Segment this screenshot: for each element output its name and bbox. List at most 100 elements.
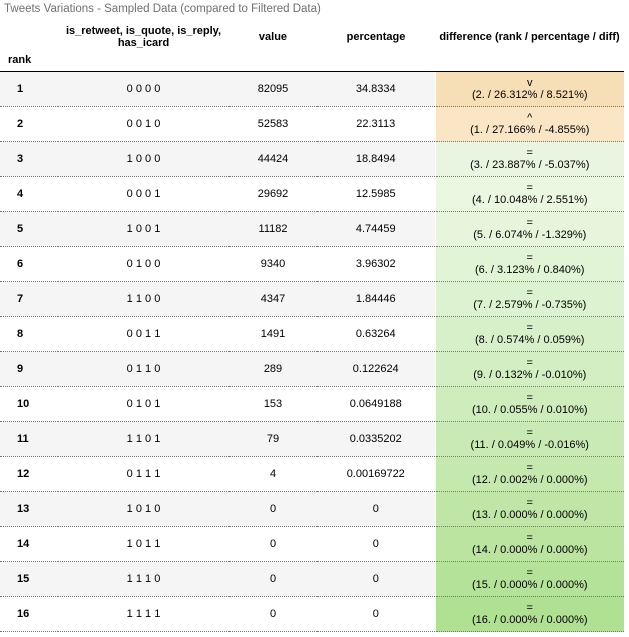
difference-text: (7. / 2.579% / -0.735%) [473, 299, 587, 311]
cell-difference: = (14. / 0.000% / 0.000%) [434, 526, 624, 562]
cell-percentage: 0 [317, 561, 435, 597]
difference-text: (14. / 0.000% / 0.000%) [471, 544, 588, 556]
row-rank: 15 [0, 561, 58, 597]
cell-difference: = (5. / 6.074% / -1.329%) [434, 211, 624, 247]
rank-change-indicator: = [526, 182, 533, 194]
table-row: 16 1 1 1 1 0 0 = (16. / 0.000% / 0.000%) [0, 596, 624, 632]
cell-combo: 1 0 0 0 [58, 141, 229, 177]
rank-change-indicator: = [526, 322, 533, 334]
cell-difference: = (13. / 0.000% / 0.000%) [434, 491, 624, 527]
difference-text: (9. / 0.132% / -0.010%) [473, 369, 587, 381]
variations-table: is_retweet, is_quote, is_reply, has_icar… [0, 25, 624, 632]
row-rank: 9 [0, 351, 58, 387]
difference-text: (11. / 0.049% / -0.016%) [470, 439, 589, 451]
cell-value: 4 [229, 456, 317, 492]
cell-percentage: 0.63264 [317, 316, 435, 352]
table-row: 12 0 1 1 1 4 0.00169722 = (12. / 0.002% / 0.0… [0, 456, 624, 492]
rank-change-indicator: = [526, 252, 533, 264]
cell-difference: v (2. / 26.312% / 8.521%) [434, 71, 624, 107]
cell-value: 0 [229, 526, 317, 562]
difference-text: (10. / 0.055% / 0.010%) [471, 404, 588, 416]
table-caption: Tweets Variations - Sampled Data (compar… [4, 3, 321, 15]
cell-combo: 0 1 0 0 [58, 246, 229, 282]
cell-percentage: 12.5985 [317, 176, 435, 212]
row-rank: 4 [0, 176, 58, 212]
cell-combo: 0 0 1 0 [58, 106, 229, 142]
cell-difference: = (16. / 0.000% / 0.000%) [434, 596, 624, 632]
column-header-combo: is_retweet, is_quote, is_reply, has_icar… [65, 25, 222, 49]
cell-percentage: 0.122624 [317, 351, 435, 387]
cell-percentage: 0.0649188 [317, 386, 435, 422]
cell-percentage: 34.8334 [317, 71, 435, 107]
rank-change-indicator: = [526, 217, 533, 229]
row-rank: 11 [0, 421, 58, 457]
rank-change-indicator: v [527, 77, 533, 89]
cell-combo: 0 0 0 0 [58, 71, 229, 107]
column-header-row: is_retweet, is_quote, is_reply, has_icar… [0, 25, 624, 49]
cell-difference: = (8. / 0.574% / 0.059%) [434, 316, 624, 352]
cell-percentage: 0.00169722 [317, 456, 435, 492]
cell-difference: = (6. / 3.123% / 0.840%) [434, 246, 624, 282]
cell-combo: 1 1 1 0 [58, 561, 229, 597]
rank-change-indicator: = [526, 567, 533, 579]
cell-difference: = (9. / 0.132% / -0.010%) [434, 351, 624, 387]
cell-difference: = (12. / 0.002% / 0.000%) [434, 456, 624, 492]
rank-change-indicator: = [526, 147, 533, 159]
cell-value: 1491 [229, 316, 317, 352]
cell-combo: 1 1 1 1 [58, 596, 229, 632]
column-header-value: value [258, 31, 288, 43]
row-rank: 10 [0, 386, 58, 422]
cell-value: 153 [229, 386, 317, 422]
rank-change-indicator: = [526, 532, 533, 544]
cell-combo: 0 1 1 1 [58, 456, 229, 492]
row-rank: 2 [0, 106, 58, 142]
cell-difference: = (10. / 0.055% / 0.010%) [434, 386, 624, 422]
cell-value: 79 [229, 421, 317, 457]
row-rank: 7 [0, 281, 58, 317]
rank-change-indicator: = [526, 357, 533, 369]
table-row: 10 0 1 0 1 153 0.0649188 = (10. / 0.055% / 0.… [0, 386, 624, 422]
cell-percentage: 0 [317, 526, 435, 562]
index-name-row: rank [0, 49, 624, 72]
column-header-percentage: percentage [346, 31, 406, 43]
row-rank: 6 [0, 246, 58, 282]
cell-combo: 1 1 0 1 [58, 421, 229, 457]
cell-difference: = (3. / 23.887% / -5.037%) [434, 141, 624, 177]
row-rank: 12 [0, 456, 58, 492]
difference-text: (13. / 0.000% / 0.000%) [471, 509, 588, 521]
cell-percentage: 1.84446 [317, 281, 435, 317]
cell-value: 9340 [229, 246, 317, 282]
rank-change-indicator: ^ [527, 112, 533, 124]
index-name: rank [0, 49, 58, 72]
cell-percentage: 18.8494 [317, 141, 435, 177]
rank-change-indicator: = [526, 287, 533, 299]
row-rank: 1 [0, 71, 58, 107]
row-rank: 16 [0, 596, 58, 632]
cell-difference: = (15. / 0.000% / 0.000%) [434, 561, 624, 597]
table-row: 15 1 1 1 0 0 0 = (15. / 0.000% / 0.000%) [0, 561, 624, 597]
row-rank: 14 [0, 526, 58, 562]
difference-text: (1. / 27.166% / -4.855%) [470, 124, 590, 136]
cell-combo: 0 0 1 1 [58, 316, 229, 352]
cell-percentage: 4.74459 [317, 211, 435, 247]
row-rank: 8 [0, 316, 58, 352]
cell-value: 29692 [229, 176, 317, 212]
table-row: 14 1 0 1 1 0 0 = (14. / 0.000% / 0.000%) [0, 526, 624, 562]
difference-text: (3. / 23.887% / -5.037%) [470, 159, 590, 171]
cell-value: 11182 [229, 211, 317, 247]
rank-change-indicator: = [526, 497, 533, 509]
table-row: 13 1 0 1 0 0 0 = (13. / 0.000% / 0.000%) [0, 491, 624, 527]
difference-text: (8. / 0.574% / 0.059%) [475, 334, 585, 346]
cell-percentage: 3.96302 [317, 246, 435, 282]
rank-change-indicator: = [526, 392, 533, 404]
cell-percentage: 0 [317, 596, 435, 632]
rank-change-indicator: = [526, 427, 533, 439]
index-header-blank [0, 25, 58, 49]
difference-text: (6. / 3.123% / 0.840%) [475, 264, 585, 276]
